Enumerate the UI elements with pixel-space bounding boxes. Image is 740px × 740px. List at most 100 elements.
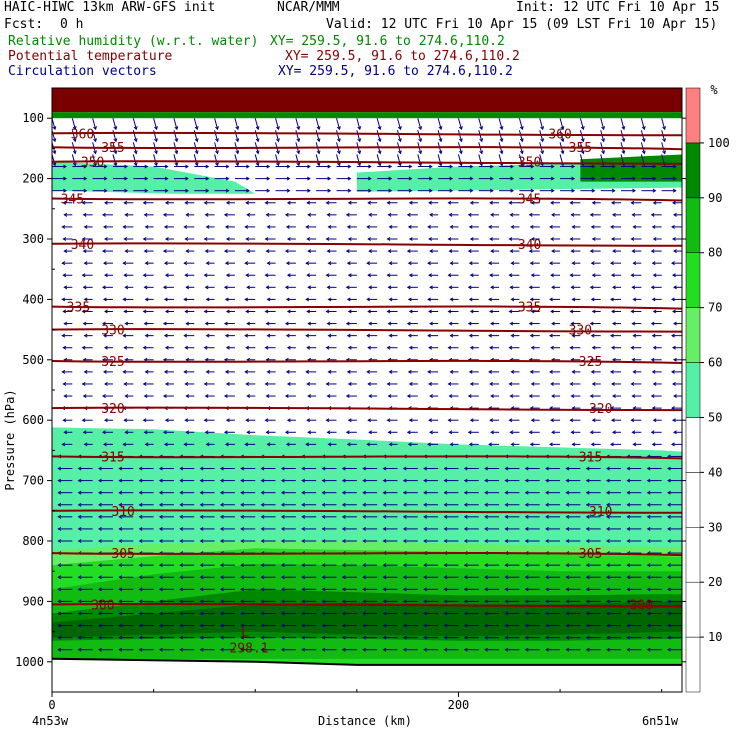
vector-arrowhead bbox=[63, 249, 68, 254]
vector-arrowhead bbox=[524, 599, 529, 604]
theta-contour-label: 325 bbox=[579, 355, 602, 370]
vector-arrowhead bbox=[402, 563, 407, 568]
vector-arrowhead bbox=[244, 333, 249, 338]
vector-arrowhead bbox=[571, 164, 576, 169]
vector-arrowhead bbox=[591, 381, 596, 386]
vector-arrowhead bbox=[504, 490, 509, 495]
vector-arrowhead bbox=[667, 514, 671, 519]
vector-arrowhead bbox=[524, 478, 529, 483]
field-xy-theta: XY= 259.5, 91.6 to 274.6,110.2 bbox=[285, 49, 520, 64]
vector-arrowhead bbox=[510, 188, 515, 193]
vector-arrowhead bbox=[504, 539, 509, 543]
vector-arrowhead bbox=[382, 587, 387, 592]
vector-arrowhead bbox=[488, 224, 492, 229]
vector-arrowhead bbox=[306, 309, 311, 314]
vector-arrowhead bbox=[529, 297, 534, 302]
vector-arrowhead bbox=[666, 478, 671, 483]
vector-arrowhead bbox=[570, 249, 575, 254]
vector-arrowhead bbox=[260, 635, 265, 640]
vector-arrowhead bbox=[280, 514, 285, 519]
vector-arrow bbox=[153, 118, 158, 130]
vector-arrowhead bbox=[240, 514, 245, 519]
colorbar-label: 100 bbox=[708, 136, 730, 150]
vector-arrowhead bbox=[240, 563, 245, 568]
vector-arrowhead bbox=[632, 297, 637, 302]
vector-arrowhead bbox=[144, 261, 149, 266]
vector-arrowhead bbox=[606, 563, 610, 568]
colorbar-segment bbox=[685, 142, 701, 199]
vector-arrow bbox=[315, 130, 320, 142]
vector-arrowhead bbox=[591, 345, 596, 350]
vector-arrowhead bbox=[44, 238, 47, 241]
model-title: HAIC-HIWC 13km ARW-GFS init bbox=[4, 0, 216, 15]
vector-arrowhead bbox=[104, 200, 108, 205]
vector-arrowhead bbox=[631, 430, 636, 435]
vector-arrowhead bbox=[102, 394, 106, 399]
vector-arrowhead bbox=[611, 176, 616, 181]
vector-arrow bbox=[518, 130, 523, 142]
vector-arrowhead bbox=[280, 635, 285, 640]
vector-arrowhead bbox=[62, 418, 67, 423]
vector-arrowhead bbox=[143, 285, 148, 290]
vector-arrowhead bbox=[650, 285, 655, 290]
vector-arrowhead bbox=[551, 249, 555, 254]
vector-arrowhead bbox=[62, 273, 67, 278]
vector-arrowhead bbox=[284, 249, 289, 254]
vector-arrowhead bbox=[499, 126, 504, 131]
vector-arrowhead bbox=[652, 309, 657, 314]
vector-arrowhead bbox=[103, 188, 108, 193]
vector-arrowhead bbox=[670, 297, 675, 302]
vector-arrowhead bbox=[601, 138, 605, 143]
vector-arrowhead bbox=[219, 514, 224, 519]
vector-arrowhead bbox=[144, 164, 149, 169]
vector-arrowhead bbox=[280, 502, 285, 507]
vector-arrowhead bbox=[672, 188, 677, 193]
vector-arrowhead bbox=[458, 138, 463, 143]
vector-arrowhead bbox=[565, 587, 570, 592]
vector-arrowhead bbox=[510, 333, 515, 338]
vector-arrowhead bbox=[667, 635, 671, 640]
vector-arrowhead bbox=[244, 261, 249, 266]
vector-arrowhead bbox=[118, 635, 123, 640]
vector-arrowhead bbox=[246, 212, 251, 217]
vector-arrowhead bbox=[509, 212, 514, 217]
vector-arrowhead bbox=[162, 321, 167, 326]
vector-arrowhead bbox=[530, 381, 535, 386]
vector-arrowhead bbox=[245, 309, 250, 314]
vector-arrowhead bbox=[632, 188, 636, 193]
vector-arrowhead bbox=[612, 430, 616, 435]
vector-arrowhead bbox=[388, 297, 393, 302]
vector-arrowhead bbox=[143, 321, 148, 326]
vector-arrowhead bbox=[118, 539, 123, 543]
vector-arrowhead bbox=[336, 138, 341, 143]
vector-arrowhead bbox=[321, 611, 326, 616]
vector-arrowhead bbox=[631, 285, 636, 290]
vector-arrowhead bbox=[504, 611, 509, 616]
vector-arrowhead bbox=[367, 237, 371, 241]
vector-arrowhead bbox=[81, 200, 86, 205]
vector-arrowhead bbox=[102, 430, 106, 435]
vector-arrowhead bbox=[550, 164, 555, 169]
vector-arrow bbox=[275, 118, 280, 130]
vector-arrowhead bbox=[368, 285, 372, 290]
vector-arrowhead bbox=[225, 309, 230, 314]
vector-arrowhead bbox=[530, 176, 535, 181]
vector-arrowhead bbox=[448, 430, 453, 435]
vector-arrowhead bbox=[219, 490, 224, 495]
vector-arrowhead bbox=[362, 587, 366, 592]
vector-arrowhead bbox=[626, 490, 631, 495]
vector-arrowhead bbox=[142, 237, 147, 241]
vector-arrowhead bbox=[447, 309, 452, 314]
vector-arrowhead bbox=[62, 237, 67, 241]
vector-arrowhead bbox=[646, 478, 651, 483]
vector-arrowhead bbox=[443, 466, 448, 471]
vector-arrowhead bbox=[123, 345, 128, 350]
vector-arrowhead bbox=[265, 321, 270, 326]
vector-arrowhead bbox=[484, 539, 488, 543]
vector-arrowhead bbox=[545, 514, 549, 519]
theta-contour-label: 335 bbox=[518, 301, 541, 316]
vector-arrowhead bbox=[606, 587, 610, 592]
y-tick-label: 1000 bbox=[15, 655, 44, 669]
vector-arrow bbox=[234, 118, 239, 130]
vector-arrowhead bbox=[469, 164, 474, 169]
